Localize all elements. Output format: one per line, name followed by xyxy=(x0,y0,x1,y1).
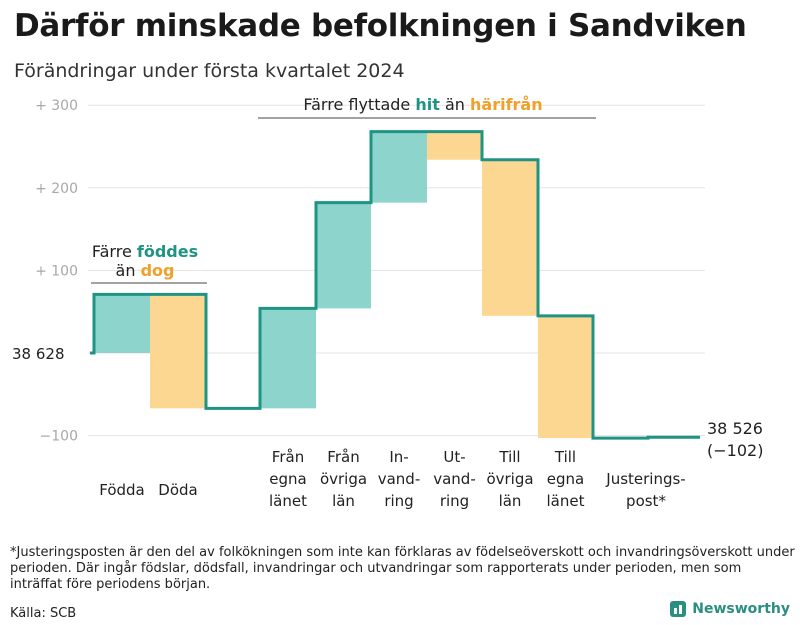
category-label: Till xyxy=(554,448,576,466)
brand-name: Newsworthy xyxy=(692,601,790,617)
source-note: Källa: SCB xyxy=(10,606,77,621)
category-label: vand- xyxy=(378,470,421,488)
y-tick-label: + 100 xyxy=(35,263,78,279)
end-value-label: 38 526 xyxy=(707,419,763,438)
category-label: länet xyxy=(547,492,585,510)
category-label: länet xyxy=(269,492,307,510)
category-label: In- xyxy=(389,448,408,466)
y-tick-label: −100 xyxy=(40,429,78,445)
waterfall-chart: + 300 + 200 + 100 −100 38 628 Födda Döda Från e… xyxy=(12,95,763,510)
births-annotation-line1: Färre föddes xyxy=(92,242,198,261)
end-change-label: (−102) xyxy=(707,441,763,460)
waterfall-bar xyxy=(371,131,427,203)
migration-annotation: Färre flyttade hit än härifrån xyxy=(303,95,542,114)
category-label: övriga xyxy=(486,470,533,488)
category-label: Födda xyxy=(99,481,145,499)
chart-subtitle: Förändringar under första kvartalet 2024 xyxy=(14,60,405,82)
category-label: ring xyxy=(440,492,469,510)
category-label: län xyxy=(332,492,355,510)
category-label: egna xyxy=(269,470,306,488)
waterfall-line xyxy=(90,130,700,440)
waterfall-bar xyxy=(150,294,206,409)
chart-title: Därför minskade befolkningen i Sandviken xyxy=(14,8,747,44)
category-label: Justerings- xyxy=(605,470,685,488)
births-annotation-line2: än dog xyxy=(116,261,175,280)
category-label: Från xyxy=(327,448,359,466)
category-label: Från xyxy=(272,448,304,466)
category-label: ring xyxy=(384,492,413,510)
start-value-label: 38 628 xyxy=(12,345,65,363)
y-tick-label: + 200 xyxy=(35,181,78,197)
bar-chart-icon xyxy=(670,601,687,617)
waterfall-bar xyxy=(316,202,371,309)
waterfall-bar xyxy=(94,294,150,353)
category-label: län xyxy=(499,492,522,510)
category-label: Döda xyxy=(158,481,197,499)
category-label: Till xyxy=(498,448,520,466)
category-label: vand- xyxy=(433,470,476,488)
category-label: Ut- xyxy=(443,448,465,466)
category-label: övriga xyxy=(320,470,367,488)
waterfall-bar xyxy=(482,159,538,316)
category-label: post* xyxy=(626,492,666,510)
waterfall-bar xyxy=(427,131,482,160)
waterfall-bar xyxy=(260,308,316,409)
waterfall-bar xyxy=(538,315,593,439)
category-label: egna xyxy=(547,470,584,488)
footnote: *Justeringsposten är den del av folkökni… xyxy=(10,545,795,592)
y-tick-label: + 300 xyxy=(35,98,78,114)
newsworthy-logo[interactable]: Newsworthy xyxy=(670,601,790,617)
